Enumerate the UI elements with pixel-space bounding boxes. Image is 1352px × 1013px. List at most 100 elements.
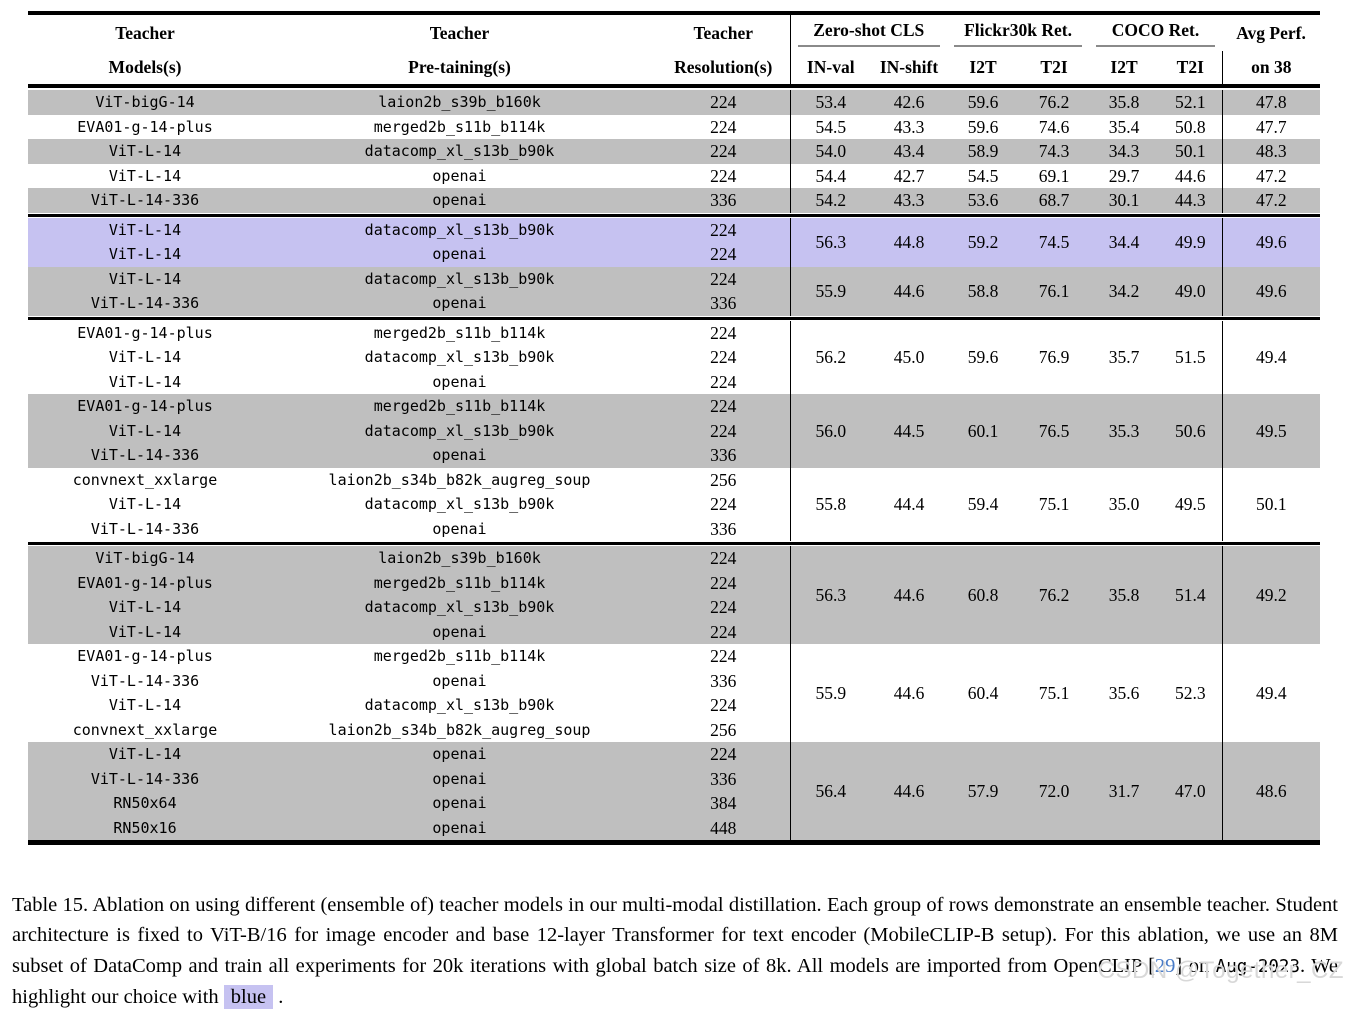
metric-cell: 56.3 [789,546,871,644]
metric-cell: 69.1 [1019,163,1090,188]
metric-cell: 35.8 [1089,90,1160,115]
metric-cell: 55.8 [789,467,871,541]
metric-cell: 57.9 [947,742,1020,843]
avg-cell: 49.6 [1221,266,1321,316]
metric-cell: 74.6 [1019,114,1090,139]
pretraining-cell: openai [262,163,657,188]
resolution-cell: 336 [657,291,790,316]
table-row: ViT-L-14 datacomp_xl_s13b_b90k 224 55.9 44.6… [28,266,1321,316]
model-cell: ViT-L-14 [28,163,262,188]
metric-cell: 34.4 [1089,217,1160,267]
model-cell: RN50x64 [28,791,262,816]
resolution-cell: 224 [657,394,790,419]
table-row: convnext_xxlarge laion2b_s34b_b82k_augreg… [28,467,1321,541]
avg-cell: 47.2 [1221,163,1321,188]
metric-cell: 44.5 [871,394,948,468]
header-teacher-resolution-line2: Resolution(s) [674,57,773,77]
header-teacher-resolution-line1: Teacher [693,22,754,43]
model-cell: ViT-L-14-336 [28,443,262,468]
metric-cell: 31.7 [1089,742,1160,843]
table-row: EVA01-g-14-plus merged2b_s11b_b114k 224 56.… [28,394,1321,468]
avg-cell: 50.1 [1221,467,1321,541]
resolution-cell: 224 [657,570,790,595]
avg-cell: 48.6 [1221,742,1321,843]
table-row: ViT-L-14-336 openai 336 [28,766,1320,791]
resolution-cell: 224 [657,619,790,644]
metric-cell: 51.4 [1159,546,1223,644]
metric-cell: 52.3 [1159,644,1223,742]
header-in-shift: IN-shift [879,57,939,77]
metric-cell: 59.6 [947,90,1020,115]
citation-link[interactable]: 29 [1154,954,1176,977]
caption-text: . [273,986,284,1008]
metric-cell: 76.2 [1019,546,1090,644]
metric-cell: 56.4 [789,742,871,843]
metric-cell: 35.4 [1089,114,1160,139]
metric-cell: 44.3 [1159,188,1223,213]
model-cell: ViT-L-14-336 [28,668,262,693]
pretraining-cell: merged2b_s11b_b114k [262,320,657,345]
model-cell: ViT-L-14 [28,369,262,394]
watermark: CSDN @Together_CZ [1097,957,1344,984]
group-separator-cell [28,541,1321,546]
pretraining-cell: datacomp_xl_s13b_b90k [262,139,657,164]
resolution-cell: 224 [657,320,790,345]
table-row: ViT-L-14 datacomp_xl_s13b_b90k 224 [28,492,1320,517]
metric-cell: 51.5 [1159,320,1223,394]
table-row: ViT-L-14 datacomp_xl_s13b_b90k 224 [28,418,1320,443]
resolution-cell: 224 [657,217,790,242]
resolution-cell: 224 [657,139,790,164]
metric-cell: 56.2 [789,320,871,394]
model-cell: ViT-bigG-14 [28,546,262,571]
metric-cell: 56.3 [789,217,871,267]
header-coco-ret: COCO Ret. [1089,13,1222,51]
metric-cell: 50.1 [1159,139,1223,164]
table-row: ViT-bigG-14 laion2b_s39b_b160k 224 53.4 42.6… [28,90,1321,115]
resolution-cell: 384 [657,791,790,816]
metric-cell: 58.9 [947,139,1020,164]
metric-cell: 35.0 [1089,467,1160,541]
metric-cell: 47.0 [1159,742,1223,843]
resolution-cell: 448 [657,815,790,843]
table-row: EVA01-g-14-plus merged2b_s11b_b114k 224 54.… [28,114,1321,139]
table-row: ViT-L-14-336 openai 336 54.2 43.3 53.6 68.7 30.… [28,188,1321,213]
metric-cell: 54.0 [789,139,871,164]
header-coco-i2t: I2T [1110,57,1138,77]
model-cell: ViT-L-14-336 [28,291,262,316]
model-cell: convnext_xxlarge [28,467,262,492]
metric-cell: 44.6 [1159,163,1223,188]
pretraining-cell: openai [262,443,657,468]
table-row: ViT-L-14 datacomp_xl_s13b_b90k 224 [28,693,1320,718]
metric-cell: 43.3 [871,188,948,213]
resolution-cell: 224 [657,492,790,517]
table-row: ViT-L-14 openai 224 [28,242,1320,267]
group-separator-cell [28,212,1321,218]
avg-cell: 48.3 [1221,139,1321,164]
header-row-2: Models(s) Pre-taining(s) Resolution(s) I… [28,51,1321,86]
table-body: ViT-bigG-14 laion2b_s39b_b160k 224 53.4 42.6… [28,86,1321,843]
model-cell: ViT-L-14 [28,742,262,767]
pretraining-cell: openai [262,291,657,316]
header-coco-t2i: T2I [1176,57,1204,77]
resolution-cell: 224 [657,693,790,718]
model-cell: convnext_xxlarge [28,717,262,742]
pretraining-cell: openai [262,188,657,213]
header-teacher-pretraining-line1: Teacher [429,22,490,43]
caption-text: on [1182,954,1216,977]
model-cell: ViT-L-14 [28,619,262,644]
metric-cell: 50.6 [1159,394,1223,468]
header-avg-perf-line2: on 38 [1221,51,1321,86]
metric-cell: 59.6 [947,320,1020,394]
metric-cell: 54.5 [947,163,1020,188]
header-gap [28,86,1321,90]
model-cell: EVA01-g-14-plus [28,320,262,345]
pretraining-cell: laion2b_s39b_b160k [262,90,657,115]
pretraining-cell: laion2b_s39b_b160k [262,546,657,571]
table-row: EVA01-g-14-plus merged2b_s11b_b114k 224 55.… [28,644,1321,742]
header-flickr-i2t: I2T [969,57,997,77]
model-cell: EVA01-g-14-plus [28,644,262,669]
pretraining-cell: datacomp_xl_s13b_b90k [262,345,657,370]
metric-cell: 54.5 [789,114,871,139]
metric-cell: 53.4 [789,90,871,115]
metric-cell: 54.4 [789,163,871,188]
